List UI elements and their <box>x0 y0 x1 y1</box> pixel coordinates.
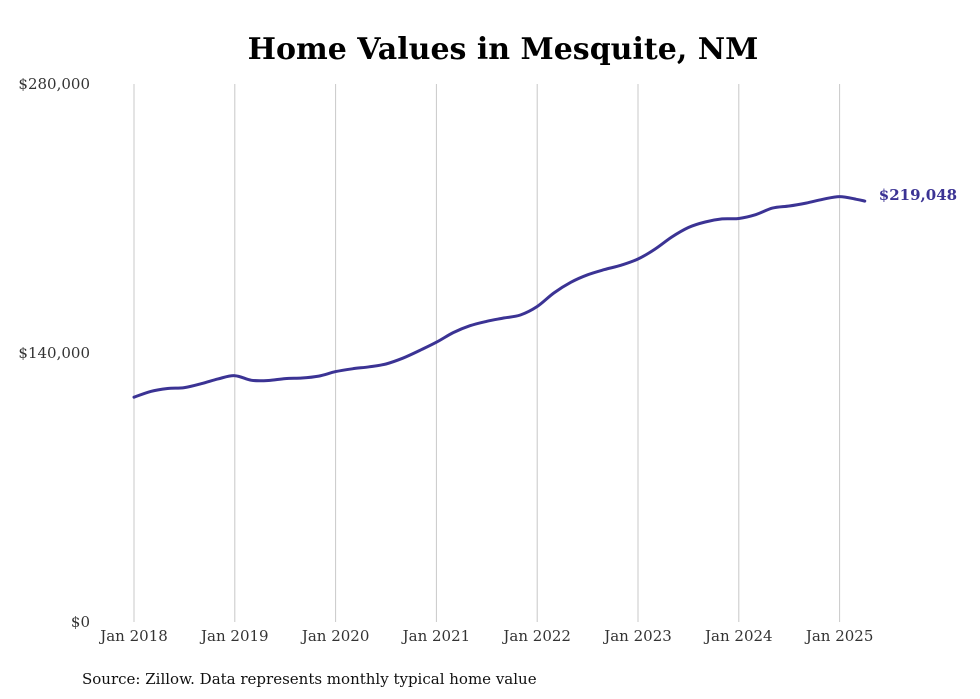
x-tick-label: Jan 2019 <box>199 627 269 645</box>
y-tick-label: $0 <box>71 613 90 631</box>
gridlines <box>133 84 841 622</box>
x-tick-label: Jan 2023 <box>602 627 672 645</box>
x-tick-label: Jan 2025 <box>804 627 874 645</box>
y-axis-ticks: $0 $140,000 $280,000 <box>18 75 90 631</box>
x-tick-label: Jan 2024 <box>703 627 773 645</box>
x-axis-ticks: Jan 2018 Jan 2019 Jan 2020 Jan 2021 Jan 2022… <box>98 627 873 645</box>
source-note: Source: Zillow. Data represents monthly … <box>82 670 537 688</box>
x-tick-label: Jan 2022 <box>501 627 571 645</box>
chart-title: Home Values in Mesquite, NM <box>248 32 759 67</box>
end-value-label: $219,048 <box>879 186 957 204</box>
x-tick-label: Jan 2020 <box>300 627 370 645</box>
series-line-home-value <box>132 195 867 399</box>
y-tick-label: $140,000 <box>18 344 90 362</box>
x-tick-label: Jan 2021 <box>401 627 471 645</box>
y-tick-label: $280,000 <box>18 75 90 93</box>
x-tick-label: Jan 2018 <box>98 627 168 645</box>
